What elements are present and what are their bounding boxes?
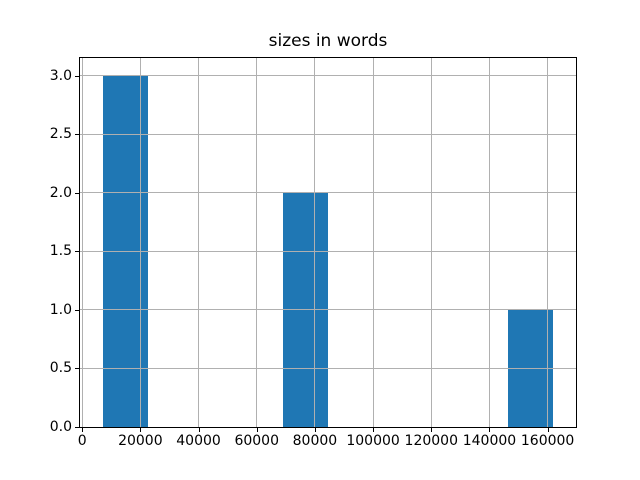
y-gridline xyxy=(80,367,576,369)
x-tick-mark xyxy=(256,428,258,432)
x-tick-label: 20000 xyxy=(118,433,163,449)
y-tick-mark xyxy=(75,134,79,136)
x-tick-mark xyxy=(431,428,433,432)
y-gridline xyxy=(80,133,576,135)
x-gridline xyxy=(430,58,432,427)
x-tick-mark xyxy=(489,428,491,432)
x-tick-label: 60000 xyxy=(234,433,279,449)
y-gridline xyxy=(80,75,576,77)
y-tick-label: 3.0 xyxy=(49,67,72,84)
x-gridline xyxy=(314,58,316,427)
x-tick-mark xyxy=(547,428,549,432)
y-tick-mark xyxy=(75,75,79,77)
x-tick-label: 140000 xyxy=(462,433,517,449)
x-gridline xyxy=(198,58,200,427)
x-tick-label: 160000 xyxy=(520,433,575,449)
y-tick-label: 1.0 xyxy=(49,301,72,318)
y-tick-mark xyxy=(75,251,79,253)
y-tick-mark xyxy=(75,427,79,428)
y-tick-mark xyxy=(75,192,79,194)
plot-area xyxy=(79,57,577,428)
x-gridline xyxy=(81,58,83,427)
x-tick-label: 40000 xyxy=(176,433,221,449)
y-tick-label: 2.5 xyxy=(49,126,72,143)
x-gridline xyxy=(372,58,374,427)
x-tick-mark xyxy=(373,428,375,432)
y-tick-mark xyxy=(75,309,79,311)
x-gridline xyxy=(488,58,490,427)
x-tick-mark xyxy=(314,428,316,432)
y-tick-mark xyxy=(75,368,79,370)
x-gridline xyxy=(547,58,549,427)
x-tick-mark xyxy=(198,428,200,432)
y-tick-label: 0.5 xyxy=(49,360,72,377)
y-tick-label: 2.0 xyxy=(49,184,72,201)
x-gridline xyxy=(256,58,258,427)
y-tick-label: 0.0 xyxy=(49,419,72,435)
y-gridline xyxy=(80,250,576,252)
y-tick-label: 1.5 xyxy=(49,243,72,260)
x-tick-label: 120000 xyxy=(404,433,458,449)
x-tick-mark xyxy=(140,428,142,432)
x-tick-label: 0 xyxy=(77,433,87,449)
y-gridline xyxy=(80,309,576,311)
chart-title: sizes in words xyxy=(268,31,388,51)
y-gridline xyxy=(80,192,576,194)
x-tick-mark xyxy=(82,428,84,432)
x-tick-label: 100000 xyxy=(346,433,400,449)
x-gridline xyxy=(139,58,141,427)
x-tick-label: 80000 xyxy=(292,433,338,449)
